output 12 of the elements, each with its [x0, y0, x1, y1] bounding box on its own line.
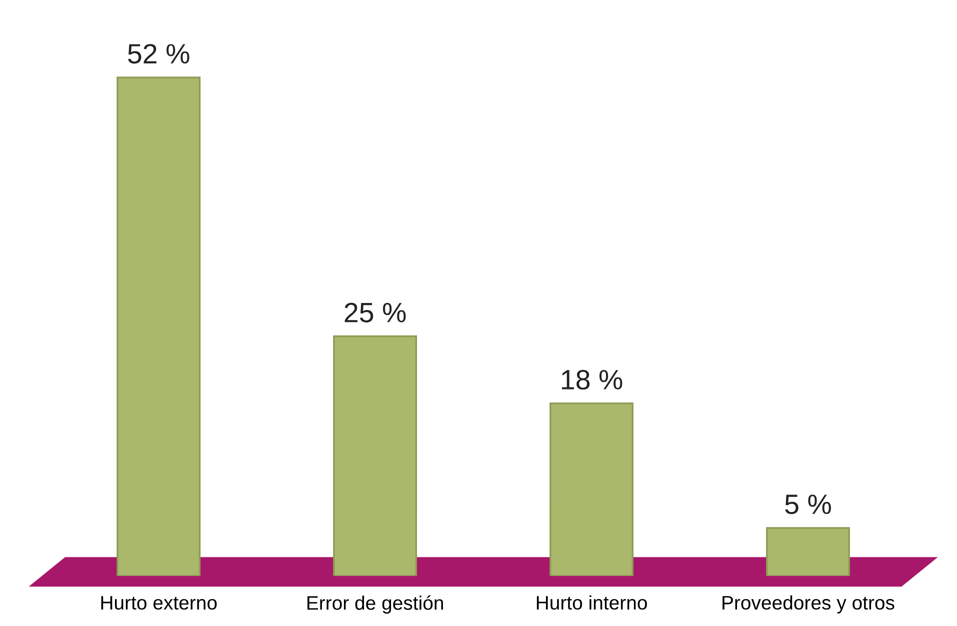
x-tick-label: Hurto externo: [101, 596, 217, 610]
x-tick-label: Hurto interno: [536, 595, 647, 610]
data-label: 52 %: [128, 44, 190, 64]
data-label: 18 %: [562, 370, 622, 390]
bar: [766, 527, 850, 576]
bar: [116, 76, 201, 576]
bar: [550, 402, 634, 576]
bar: [333, 335, 418, 576]
x-tick-label: Error de gestión: [307, 595, 443, 614]
x-tick-label: Proveedores y otros: [722, 595, 894, 614]
data-label: 5 %: [785, 494, 831, 514]
data-label: 25 %: [344, 302, 406, 322]
